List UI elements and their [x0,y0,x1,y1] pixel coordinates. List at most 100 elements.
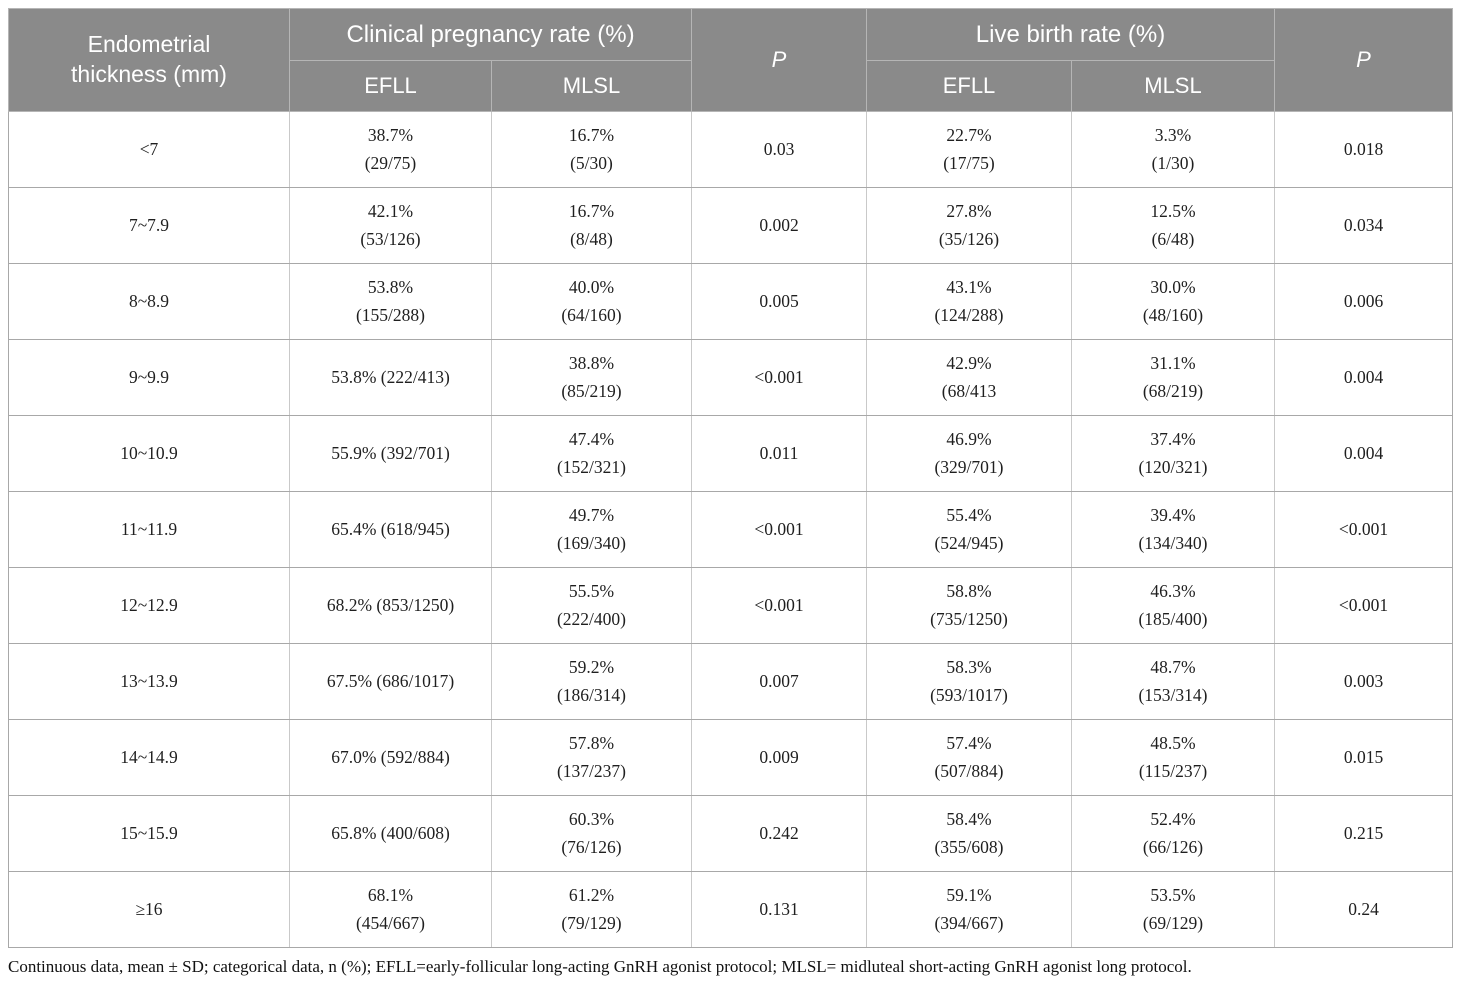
endometrial-thickness-outcomes-table: Endometrial thickness (mm) Clinical preg… [8,8,1453,948]
table-row: 15~15.9 65.8% (400/608) 60.3% (76/126) 0… [8,795,1453,872]
cell-p-lbr: 0.018 [1274,111,1453,188]
cell-lbr-efll: 43.1% (124/288) [866,263,1072,340]
cell-lbr-mlsl: 37.4% (120/321) [1071,415,1275,492]
cell-thickness: 7~7.9 [8,187,290,264]
cell-thickness: 9~9.9 [8,339,290,416]
cell-thickness: 14~14.9 [8,719,290,796]
cell-lbr-mlsl: 48.5% (115/237) [1071,719,1275,796]
cell-p-cpr: 0.005 [691,263,867,340]
table-footnote: Continuous data, mean ± SD; categorical … [8,957,1192,976]
cell-cpr-efll: 53.8% (155/288) [289,263,492,340]
cell-cpr-mlsl: 47.4% (152/321) [491,415,692,492]
cell-cpr-efll: 67.5% (686/1017) [289,643,492,720]
cell-p-lbr: 0.004 [1274,339,1453,416]
cell-cpr-efll: 68.1% (454/667) [289,871,492,948]
cell-lbr-mlsl: 3.3% (1/30) [1071,111,1275,188]
cell-p-cpr: 0.009 [691,719,867,796]
cell-p-cpr: 0.002 [691,187,867,264]
cell-lbr-efll: 58.3% (593/1017) [866,643,1072,720]
cell-lbr-efll: 22.7% (17/75) [866,111,1072,188]
cell-lbr-mlsl: 48.7% (153/314) [1071,643,1275,720]
header-row-groups: Endometrial thickness (mm) Clinical preg… [8,8,1453,112]
cell-thickness: 10~10.9 [8,415,290,492]
cell-lbr-efll: 27.8% (35/126) [866,187,1072,264]
cell-lbr-efll: 58.8% (735/1250) [866,567,1072,644]
cell-cpr-efll: 65.8% (400/608) [289,795,492,872]
cell-p-cpr: 0.007 [691,643,867,720]
cell-p-lbr: 0.034 [1274,187,1453,264]
cell-lbr-mlsl: 31.1% (68/219) [1071,339,1275,416]
header-endometrial-thickness: Endometrial thickness (mm) [8,8,290,112]
table-header: Endometrial thickness (mm) Clinical preg… [8,8,1453,112]
header-cpr-efll: EFLL [289,60,492,112]
table-row: 12~12.9 68.2% (853/1250) 55.5% (222/400)… [8,567,1453,644]
cell-p-cpr: <0.001 [691,339,867,416]
cell-p-lbr: 0.24 [1274,871,1453,948]
table-row: 10~10.9 55.9% (392/701) 47.4% (152/321) … [8,415,1453,492]
cell-thickness: 15~15.9 [8,795,290,872]
cell-cpr-mlsl: 55.5% (222/400) [491,567,692,644]
cell-lbr-mlsl: 12.5% (6/48) [1071,187,1275,264]
cell-p-cpr: 0.011 [691,415,867,492]
cell-thickness: 12~12.9 [8,567,290,644]
header-cpr-mlsl: MLSL [491,60,692,112]
cell-p-lbr: <0.001 [1274,567,1453,644]
cell-lbr-mlsl: 30.0% (48/160) [1071,263,1275,340]
header-lbr-efll: EFLL [866,60,1072,112]
cell-p-cpr: <0.001 [691,491,867,568]
cell-lbr-efll: 55.4% (524/945) [866,491,1072,568]
cell-cpr-mlsl: 61.2% (79/129) [491,871,692,948]
cell-p-lbr: 0.015 [1274,719,1453,796]
header-p-value-lbr: P [1274,8,1453,112]
cell-lbr-efll: 58.4% (355/608) [866,795,1072,872]
cell-thickness: <7 [8,111,290,188]
cell-lbr-efll: 46.9% (329/701) [866,415,1072,492]
cell-p-cpr: <0.001 [691,567,867,644]
cell-cpr-mlsl: 16.7% (8/48) [491,187,692,264]
cell-lbr-efll: 57.4% (507/884) [866,719,1072,796]
cell-thickness: ≥16 [8,871,290,948]
cell-cpr-mlsl: 49.7% (169/340) [491,491,692,568]
cell-cpr-efll: 55.9% (392/701) [289,415,492,492]
cell-p-lbr: 0.215 [1274,795,1453,872]
table-row: 9~9.9 53.8% (222/413) 38.8% (85/219) <0.… [8,339,1453,416]
cell-lbr-mlsl: 39.4% (134/340) [1071,491,1275,568]
cell-cpr-efll: 53.8% (222/413) [289,339,492,416]
cell-lbr-efll: 59.1% (394/667) [866,871,1072,948]
header-row-subgroups: EFLL MLSL EFLL MLSL [9,60,1453,112]
cell-p-lbr: 0.004 [1274,415,1453,492]
cell-p-cpr: 0.131 [691,871,867,948]
cell-lbr-mlsl: 46.3% (185/400) [1071,567,1275,644]
cell-lbr-mlsl: 52.4% (66/126) [1071,795,1275,872]
header-live-birth-rate: Live birth rate (%) [866,8,1275,61]
cell-cpr-mlsl: 16.7% (5/30) [491,111,692,188]
table-body: <7 38.7% (29/75) 16.7% (5/30) 0.03 22.7%… [8,111,1453,948]
cell-p-cpr: 0.242 [691,795,867,872]
cell-lbr-mlsl: 53.5% (69/129) [1071,871,1275,948]
cell-cpr-efll: 68.2% (853/1250) [289,567,492,644]
cell-cpr-efll: 67.0% (592/884) [289,719,492,796]
header-lbr-mlsl: MLSL [1071,60,1275,112]
cell-cpr-mlsl: 59.2% (186/314) [491,643,692,720]
cell-lbr-efll: 42.9% (68/413 [866,339,1072,416]
cell-cpr-mlsl: 60.3% (76/126) [491,795,692,872]
table-row: 7~7.9 42.1% (53/126) 16.7% (8/48) 0.002 … [8,187,1453,264]
cell-cpr-mlsl: 40.0% (64/160) [491,263,692,340]
cell-thickness: 13~13.9 [8,643,290,720]
cell-thickness: 11~11.9 [8,491,290,568]
cell-cpr-efll: 38.7% (29/75) [289,111,492,188]
table-row: 8~8.9 53.8% (155/288) 40.0% (64/160) 0.0… [8,263,1453,340]
cell-cpr-efll: 42.1% (53/126) [289,187,492,264]
table-row: <7 38.7% (29/75) 16.7% (5/30) 0.03 22.7%… [8,111,1453,188]
cell-cpr-mlsl: 57.8% (137/237) [491,719,692,796]
cell-p-lbr: 0.006 [1274,263,1453,340]
table-row: 11~11.9 65.4% (618/945) 49.7% (169/340) … [8,491,1453,568]
table-row: 14~14.9 67.0% (592/884) 57.8% (137/237) … [8,719,1453,796]
cell-p-lbr: 0.003 [1274,643,1453,720]
header-p-value-cpr: P [691,8,867,112]
cell-thickness: 8~8.9 [8,263,290,340]
header-clinical-pregnancy-rate: Clinical pregnancy rate (%) [289,8,692,61]
cell-p-cpr: 0.03 [691,111,867,188]
cell-cpr-mlsl: 38.8% (85/219) [491,339,692,416]
